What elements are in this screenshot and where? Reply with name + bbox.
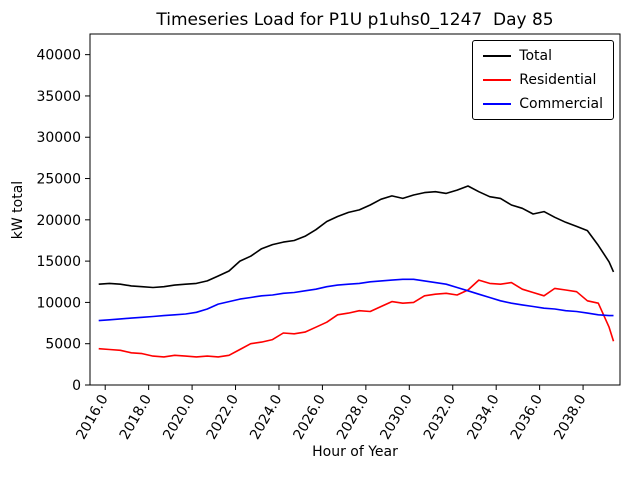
y-tick-label: 10000 xyxy=(36,295,81,311)
x-tick-label: 2038.0 xyxy=(551,392,589,442)
legend-line-residential xyxy=(483,79,512,81)
y-tick-label: 0 xyxy=(72,378,81,394)
legend-line-commercial xyxy=(483,103,512,105)
legend: Total Residential Commercial xyxy=(472,40,614,120)
x-axis-label: Hour of Year xyxy=(312,444,398,460)
legend-entry-residential: Residential xyxy=(483,72,603,88)
series-line-residential xyxy=(98,279,615,358)
legend-entry-total: Total xyxy=(483,48,603,64)
series-line-commercial xyxy=(98,278,614,322)
series-line-total xyxy=(98,185,615,289)
x-tick-label: 2030.0 xyxy=(377,392,415,442)
chart-title: Timeseries Load for P1U p1uhs0_1247 Day … xyxy=(156,10,554,30)
legend-label-total: Total xyxy=(519,48,552,64)
x-tick-label: 2032.0 xyxy=(421,392,459,442)
y-tick-label: 25000 xyxy=(36,172,81,188)
axes-spines xyxy=(89,33,621,386)
y-tick-label: 15000 xyxy=(36,254,81,270)
x-tick-label: 2034.0 xyxy=(464,392,502,442)
x-tick-label: 2018.0 xyxy=(117,392,155,442)
x-tick-label: 2028.0 xyxy=(334,392,372,442)
x-tick-label: 2016.0 xyxy=(73,392,111,442)
legend-entry-commercial: Commercial xyxy=(483,96,603,112)
y-tick-label: 5000 xyxy=(45,337,81,353)
x-tick-label: 2026.0 xyxy=(291,392,329,442)
legend-label-commercial: Commercial xyxy=(519,96,603,112)
x-tick-label: 2024.0 xyxy=(247,392,285,442)
y-tick-label: 35000 xyxy=(36,89,81,105)
legend-line-total xyxy=(483,55,512,57)
y-tick-label: 30000 xyxy=(36,130,81,146)
legend-label-residential: Residential xyxy=(519,72,597,88)
x-tick-label: 2022.0 xyxy=(204,392,242,442)
y-tick-label: 40000 xyxy=(36,48,81,64)
x-tick-label: 2036.0 xyxy=(508,392,546,442)
x-tick-label: 2020.0 xyxy=(160,392,198,442)
y-axis-label: kW total xyxy=(10,180,26,240)
y-tick-label: 20000 xyxy=(36,213,81,229)
